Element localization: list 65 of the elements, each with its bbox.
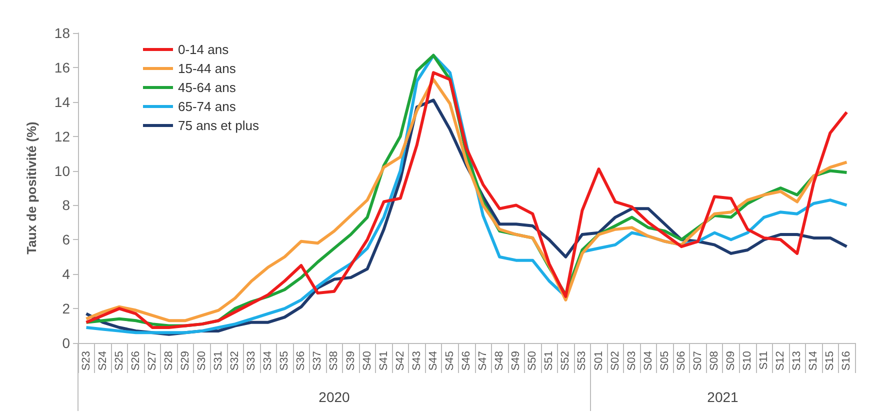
- y-tick-label: 10: [54, 162, 70, 179]
- x-tick-label: S36: [295, 351, 308, 371]
- y-tick-label: 2: [62, 300, 70, 317]
- legend-label: 15-44 ans: [178, 61, 236, 76]
- x-tick-label: S08: [708, 351, 720, 371]
- x-tick-label: S49: [510, 351, 522, 371]
- x-tick-label: S48: [494, 351, 506, 371]
- x-tick-label: S28: [162, 351, 175, 371]
- legend-label: 0-14 ans: [178, 42, 230, 57]
- x-tick-label: S04: [642, 351, 654, 371]
- x-tick-label: S13: [791, 351, 804, 371]
- y-tick-label: 4: [62, 266, 70, 282]
- x-tick-label: S23: [80, 351, 92, 371]
- y-axis-title: Taux de positivité (%): [24, 122, 39, 254]
- y-tick-label: 12: [54, 128, 70, 144]
- x-tick-label: S38: [328, 351, 340, 371]
- x-tick-label: S14: [808, 351, 820, 371]
- x-tick-label: S40: [361, 351, 374, 371]
- x-tick-label: S43: [410, 351, 423, 371]
- x-tick-label: S01: [592, 351, 605, 371]
- x-tick-label: S50: [526, 351, 539, 371]
- x-tick-label: S51: [543, 351, 556, 371]
- x-tick-label: S03: [626, 351, 638, 371]
- x-tick-label: S39: [344, 351, 357, 371]
- x-tick-label: S41: [378, 351, 390, 371]
- x-tick-label: S44: [427, 351, 440, 371]
- x-tick-label: S11: [758, 351, 770, 370]
- x-tick-label: S06: [675, 351, 688, 371]
- x-tick-label: S53: [576, 351, 588, 371]
- y-tick-label: 0: [62, 335, 70, 351]
- x-tick-label: S52: [560, 351, 572, 371]
- x-tick-label: S05: [658, 351, 671, 371]
- x-tick-label: S25: [113, 351, 126, 371]
- text: 2021: [707, 389, 739, 405]
- x-tick-label: S16: [840, 351, 853, 371]
- legend-label: 45-64 ans: [178, 80, 236, 95]
- x-tick-label: S31: [212, 351, 225, 371]
- x-tick-label: S45: [444, 351, 456, 371]
- x-tick-label: S35: [278, 351, 291, 371]
- x-tick-label: S27: [146, 351, 158, 371]
- x-tick-label: S32: [229, 351, 242, 371]
- x-tick-label: S15: [824, 351, 836, 371]
- legend-label: 65-74 ans: [178, 99, 236, 114]
- y-tick-label: 8: [62, 197, 70, 214]
- x-tick-label: S24: [96, 351, 109, 371]
- x-tick-label: S12: [774, 351, 787, 371]
- y-tick-label: 6: [62, 232, 70, 248]
- x-tick-label: S47: [477, 351, 490, 371]
- x-tick-label: S10: [742, 351, 754, 371]
- x-tick-label: S34: [262, 351, 274, 371]
- x-tick-label: S26: [130, 351, 142, 371]
- x-tick-label: S33: [246, 351, 258, 371]
- y-tick-label: 16: [54, 59, 70, 76]
- x-tick-label: S42: [394, 351, 406, 371]
- x-tick-label: S29: [179, 351, 192, 371]
- x-tick-label: S30: [196, 351, 208, 371]
- x-tick-label: S07: [692, 351, 704, 371]
- x-tick-label: S02: [609, 351, 622, 371]
- x-tick-label: S46: [460, 351, 472, 371]
- y-tick-label: 18: [54, 25, 70, 41]
- x-tick-label: S09: [725, 351, 738, 371]
- legend-label: 75 ans et plus: [178, 118, 260, 133]
- x-tick-label: S37: [312, 351, 324, 371]
- y-tick-label: 14: [54, 94, 70, 110]
- text: 2020: [318, 389, 350, 405]
